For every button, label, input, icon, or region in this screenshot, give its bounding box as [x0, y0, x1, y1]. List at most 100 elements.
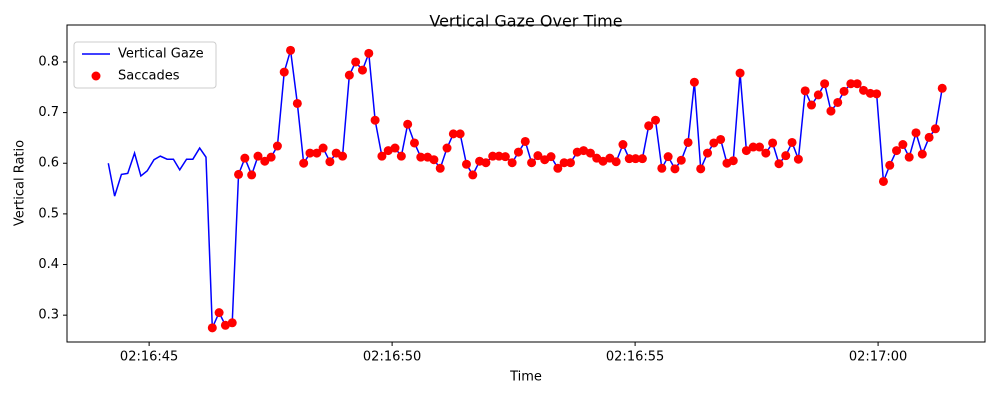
saccade-point: [598, 156, 608, 166]
y-tick-label: 0.6: [38, 156, 59, 171]
saccade-point: [357, 65, 367, 75]
saccade-point: [898, 140, 908, 150]
saccade-point: [755, 142, 765, 152]
saccade-point: [546, 152, 556, 162]
saccade-point: [481, 158, 491, 168]
saccade-point: [787, 137, 797, 147]
saccade-point: [696, 164, 706, 174]
saccade-point: [807, 100, 817, 110]
saccade-point: [396, 151, 406, 161]
saccade-point: [533, 151, 543, 161]
saccade-point: [435, 163, 445, 173]
saccade-point: [911, 128, 921, 138]
saccade-point: [214, 308, 224, 318]
saccade-point: [904, 152, 914, 162]
x-tick-label: 02:16:45: [120, 350, 178, 365]
saccade-point: [618, 140, 628, 150]
saccade-point: [741, 146, 751, 156]
saccade-point: [892, 146, 902, 156]
plot-frame: [66, 24, 986, 343]
y-tick-label: 0.8: [38, 54, 59, 69]
saccade-point: [409, 138, 419, 148]
saccade-point: [299, 158, 309, 168]
saccade-point: [305, 148, 315, 158]
saccade-point: [878, 176, 888, 186]
saccade-point: [429, 155, 439, 165]
saccade-point: [442, 143, 452, 153]
saccade-point: [227, 318, 237, 328]
saccade-point: [455, 129, 465, 139]
saccade-point: [716, 134, 726, 144]
saccade-point: [279, 67, 289, 77]
saccade-point: [735, 68, 745, 78]
saccade-point: [924, 132, 934, 142]
saccade-point: [344, 70, 354, 80]
saccade-point: [351, 57, 361, 67]
saccade-point: [272, 141, 282, 151]
saccade-point: [338, 151, 348, 161]
saccade-point: [846, 79, 856, 89]
saccade-point: [839, 86, 849, 96]
saccade-point: [565, 158, 575, 168]
y-axis-label: Vertical Ratio: [13, 140, 28, 226]
saccade-point: [377, 151, 387, 161]
saccade-point: [800, 86, 810, 96]
saccade-point: [611, 157, 621, 167]
saccade-point: [820, 79, 830, 89]
y-tick-label: 0.7: [38, 105, 59, 120]
x-tick-label: 02:17:00: [849, 350, 907, 365]
saccade-point: [403, 119, 413, 129]
x-tick-label: 02:16:55: [606, 350, 664, 365]
saccade-point: [683, 137, 693, 147]
y-tick-label: 0.5: [38, 206, 59, 221]
saccade-point: [670, 164, 680, 174]
y-tick-label: 0.3: [38, 308, 59, 323]
saccade-point: [207, 323, 217, 333]
saccade-point: [383, 146, 393, 156]
legend-label: Vertical Gaze: [118, 47, 204, 62]
saccade-point: [507, 158, 517, 168]
saccade-point: [813, 90, 823, 100]
saccade-point: [703, 148, 713, 158]
saccade-point: [768, 138, 778, 148]
legend-label: Saccades: [118, 69, 180, 84]
saccade-point: [826, 106, 836, 116]
saccade-point: [292, 98, 302, 108]
saccade-point: [318, 143, 328, 153]
saccade-point: [859, 85, 869, 95]
saccade-point: [559, 158, 569, 168]
saccade-point: [579, 146, 589, 156]
saccade-point: [689, 77, 699, 87]
saccade-point: [468, 170, 478, 180]
saccade-point: [488, 151, 498, 161]
saccade-point: [513, 147, 523, 157]
saccade-point: [286, 45, 296, 55]
x-axis-label: Time: [509, 370, 542, 385]
chart-title: Vertical Gaze Over Time: [429, 12, 622, 31]
saccade-point: [833, 97, 843, 107]
saccade-point: [500, 152, 510, 162]
saccade-point: [585, 148, 595, 158]
saccade-point: [663, 152, 673, 162]
saccade-point: [728, 156, 738, 166]
saccade-point: [234, 169, 244, 179]
saccade-point: [709, 138, 719, 148]
saccade-point: [461, 159, 471, 169]
saccade-point: [872, 89, 882, 99]
saccade-point: [247, 170, 257, 180]
saccade-point: [761, 148, 771, 158]
y-tick-label: 0.4: [38, 257, 59, 272]
saccade-point: [781, 151, 791, 161]
saccade-point: [793, 154, 803, 164]
saccade-point: [312, 148, 322, 158]
saccade-point: [253, 151, 263, 161]
saccade-point: [364, 48, 374, 58]
saccade-point: [266, 152, 276, 162]
legend-swatch: [91, 71, 101, 81]
saccade-point: [748, 142, 758, 152]
saccade-point: [937, 83, 947, 93]
saccade-point: [448, 129, 458, 139]
saccade-point: [651, 115, 661, 125]
saccade-point: [240, 153, 250, 163]
